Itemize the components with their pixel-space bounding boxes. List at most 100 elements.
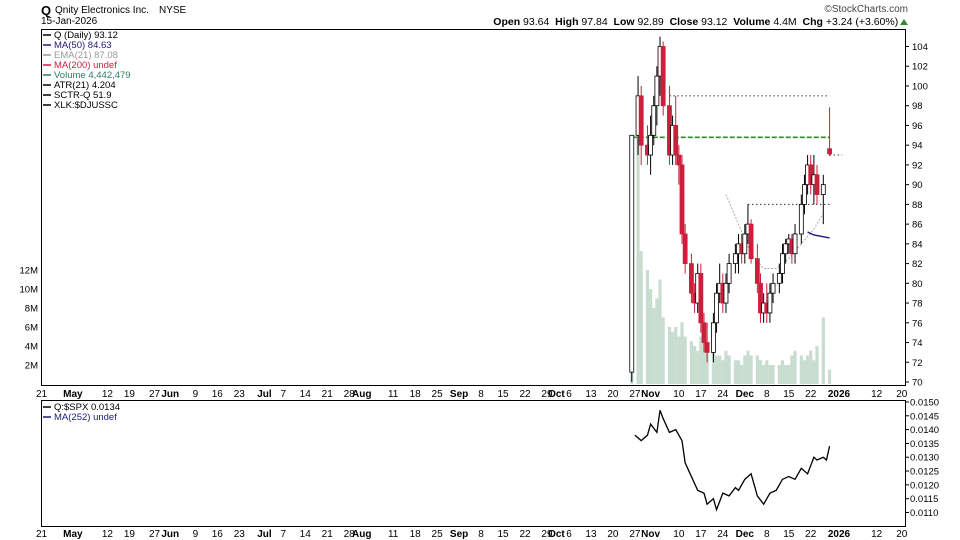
x-tick-label: 17: [695, 529, 707, 540]
ohlc-summary: Open 93.64 High 97.84 Low 92.89 Close 93…: [493, 16, 907, 28]
candle-body: [723, 282, 729, 304]
candle-body: [802, 184, 807, 205]
volume-bar: [677, 336, 681, 384]
ratio-tick-label: 0.0140: [910, 425, 939, 436]
volume-bar: [714, 355, 719, 384]
price-tick-label: 82: [912, 259, 923, 270]
resistance-lines: [631, 95, 843, 205]
x-tick-label: 8: [478, 529, 484, 540]
volume-bar: [645, 270, 650, 384]
main-legend-item: EMA(21) 87.08: [54, 50, 118, 61]
price-tick-label: 74: [912, 338, 923, 349]
price-tick-label: 88: [912, 200, 923, 211]
volume-bar: [724, 350, 728, 384]
volume-bar: [771, 365, 775, 384]
volume-bars: [630, 99, 832, 384]
ratio-tick-label: 0.0115: [910, 494, 938, 505]
ratio-panel-frame: [41, 400, 906, 527]
volume-bar: [727, 355, 731, 384]
x-tick-label: Nov: [641, 389, 660, 400]
candle-body: [767, 292, 773, 314]
x-tick-label: Jun: [161, 529, 179, 540]
candle-body: [758, 282, 763, 314]
x-tick-label: Sep: [450, 389, 468, 400]
x-tick-label: 15: [783, 389, 795, 400]
x-tick-label: 15: [783, 529, 795, 540]
volume-tick-label: 6M: [25, 323, 38, 334]
price-tick-label: 92: [912, 160, 923, 171]
price-candles: [629, 36, 832, 382]
low-value: 92.89: [637, 16, 664, 28]
volume-bar: [790, 355, 794, 384]
volume-bar: [755, 355, 759, 384]
x-tick-label: 18: [410, 529, 422, 540]
x-tick-label: 20: [896, 529, 908, 540]
x-tick-label: 27: [149, 389, 161, 400]
price-tick-label: 84: [912, 239, 923, 250]
candle-body: [792, 233, 798, 255]
low-label: Low: [613, 16, 635, 28]
x-tick-label: Sep: [450, 529, 468, 540]
volume-bar: [639, 251, 643, 384]
x-tick-label: 28: [344, 529, 356, 540]
volume-bar: [699, 336, 703, 384]
x-tick-label: 20: [607, 389, 619, 400]
close-label: Close: [669, 16, 699, 28]
candle-body: [629, 134, 635, 373]
candle-body: [726, 263, 732, 284]
x-tick-label: 12: [871, 389, 883, 400]
volume-tick-label: 8M: [25, 304, 38, 315]
ma50-line: [807, 231, 830, 239]
x-tick-label: 16: [212, 529, 224, 540]
volume-bar: [827, 369, 832, 384]
volume-bar: [705, 346, 709, 384]
x-tick-label: May: [63, 389, 83, 400]
up-arrow-icon: [900, 19, 908, 25]
x-tick-label: 22: [519, 529, 531, 540]
volume-bar: [683, 336, 687, 384]
x-tick-label: 15: [497, 389, 509, 400]
x-tick-label: Oct: [548, 529, 565, 540]
price-tick-label: 76: [912, 318, 923, 329]
candle-body: [714, 292, 719, 324]
x-tick-label: 7: [280, 529, 286, 540]
volume-bar: [689, 341, 694, 384]
candle-body: [679, 164, 685, 235]
x-tick-label: 25: [432, 529, 444, 540]
ratio-series-line: [634, 410, 831, 512]
x-tick-label: 15: [497, 529, 509, 540]
x-tick-label: Jul: [257, 529, 272, 540]
x-tick-label: May: [63, 529, 83, 540]
volume-bar: [743, 355, 747, 384]
volume-bar: [670, 331, 675, 384]
x-tick-label: Aug: [352, 389, 371, 400]
candle-body: [698, 273, 704, 324]
x-tick-label: Oct: [548, 389, 565, 400]
x-tick-label: 8: [764, 389, 770, 400]
candle-body: [814, 174, 820, 195]
x-tick-label: 21: [322, 529, 334, 540]
price-tick-label: 80: [912, 279, 923, 290]
volume-bar: [718, 355, 722, 384]
candle-body: [820, 184, 826, 195]
price-tick-label: 98: [912, 101, 923, 112]
x-tick-label: 2026: [828, 389, 851, 400]
candle-body: [732, 253, 738, 264]
high-label: High: [555, 16, 579, 28]
price-tick-label: 72: [912, 358, 923, 369]
main-legend-item: ATR(21) 4.204: [54, 80, 116, 91]
volume-bar: [667, 327, 672, 384]
main-legend-item: SCTR-Q 51.9: [54, 90, 112, 101]
close-value: 93.12: [701, 16, 728, 28]
x-tick-label: 27: [629, 389, 641, 400]
candle-body: [651, 105, 657, 136]
ratio-tick-label: 0.0120: [910, 480, 939, 491]
x-tick-label: 8: [764, 529, 770, 540]
main-legend-item: Volume 4,442,479: [54, 70, 131, 81]
volume-tick-label: 10M: [20, 285, 39, 296]
volume-bar: [787, 365, 791, 384]
candle-body: [754, 258, 760, 284]
candle-body: [798, 203, 804, 235]
candle-body: [780, 253, 785, 274]
main-legend-item: MA(200) undef: [54, 60, 117, 71]
